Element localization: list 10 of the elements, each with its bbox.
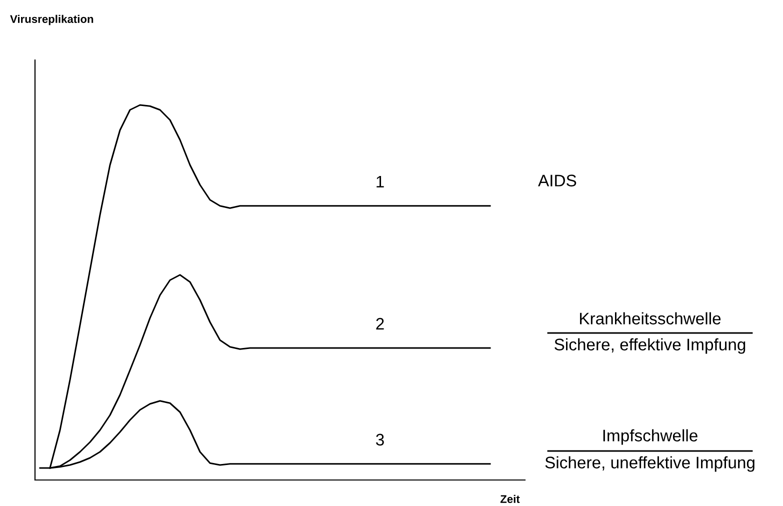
text: Krankheitsschwelle — [580, 312, 721, 324]
text: Sichere, uneffektive Impfung — [545, 456, 754, 472]
text: Impfschwelle — [603, 429, 698, 445]
series-label: 2 — [376, 318, 384, 330]
series-label: 1 — [376, 176, 384, 188]
x-axis-title: Zeit — [500, 494, 520, 503]
text: Sichere, effektive Impfung — [554, 338, 746, 354]
series-label: 3 — [376, 434, 384, 446]
text: AIDS — [538, 174, 576, 186]
text: Virusreplikation — [10, 14, 94, 26]
